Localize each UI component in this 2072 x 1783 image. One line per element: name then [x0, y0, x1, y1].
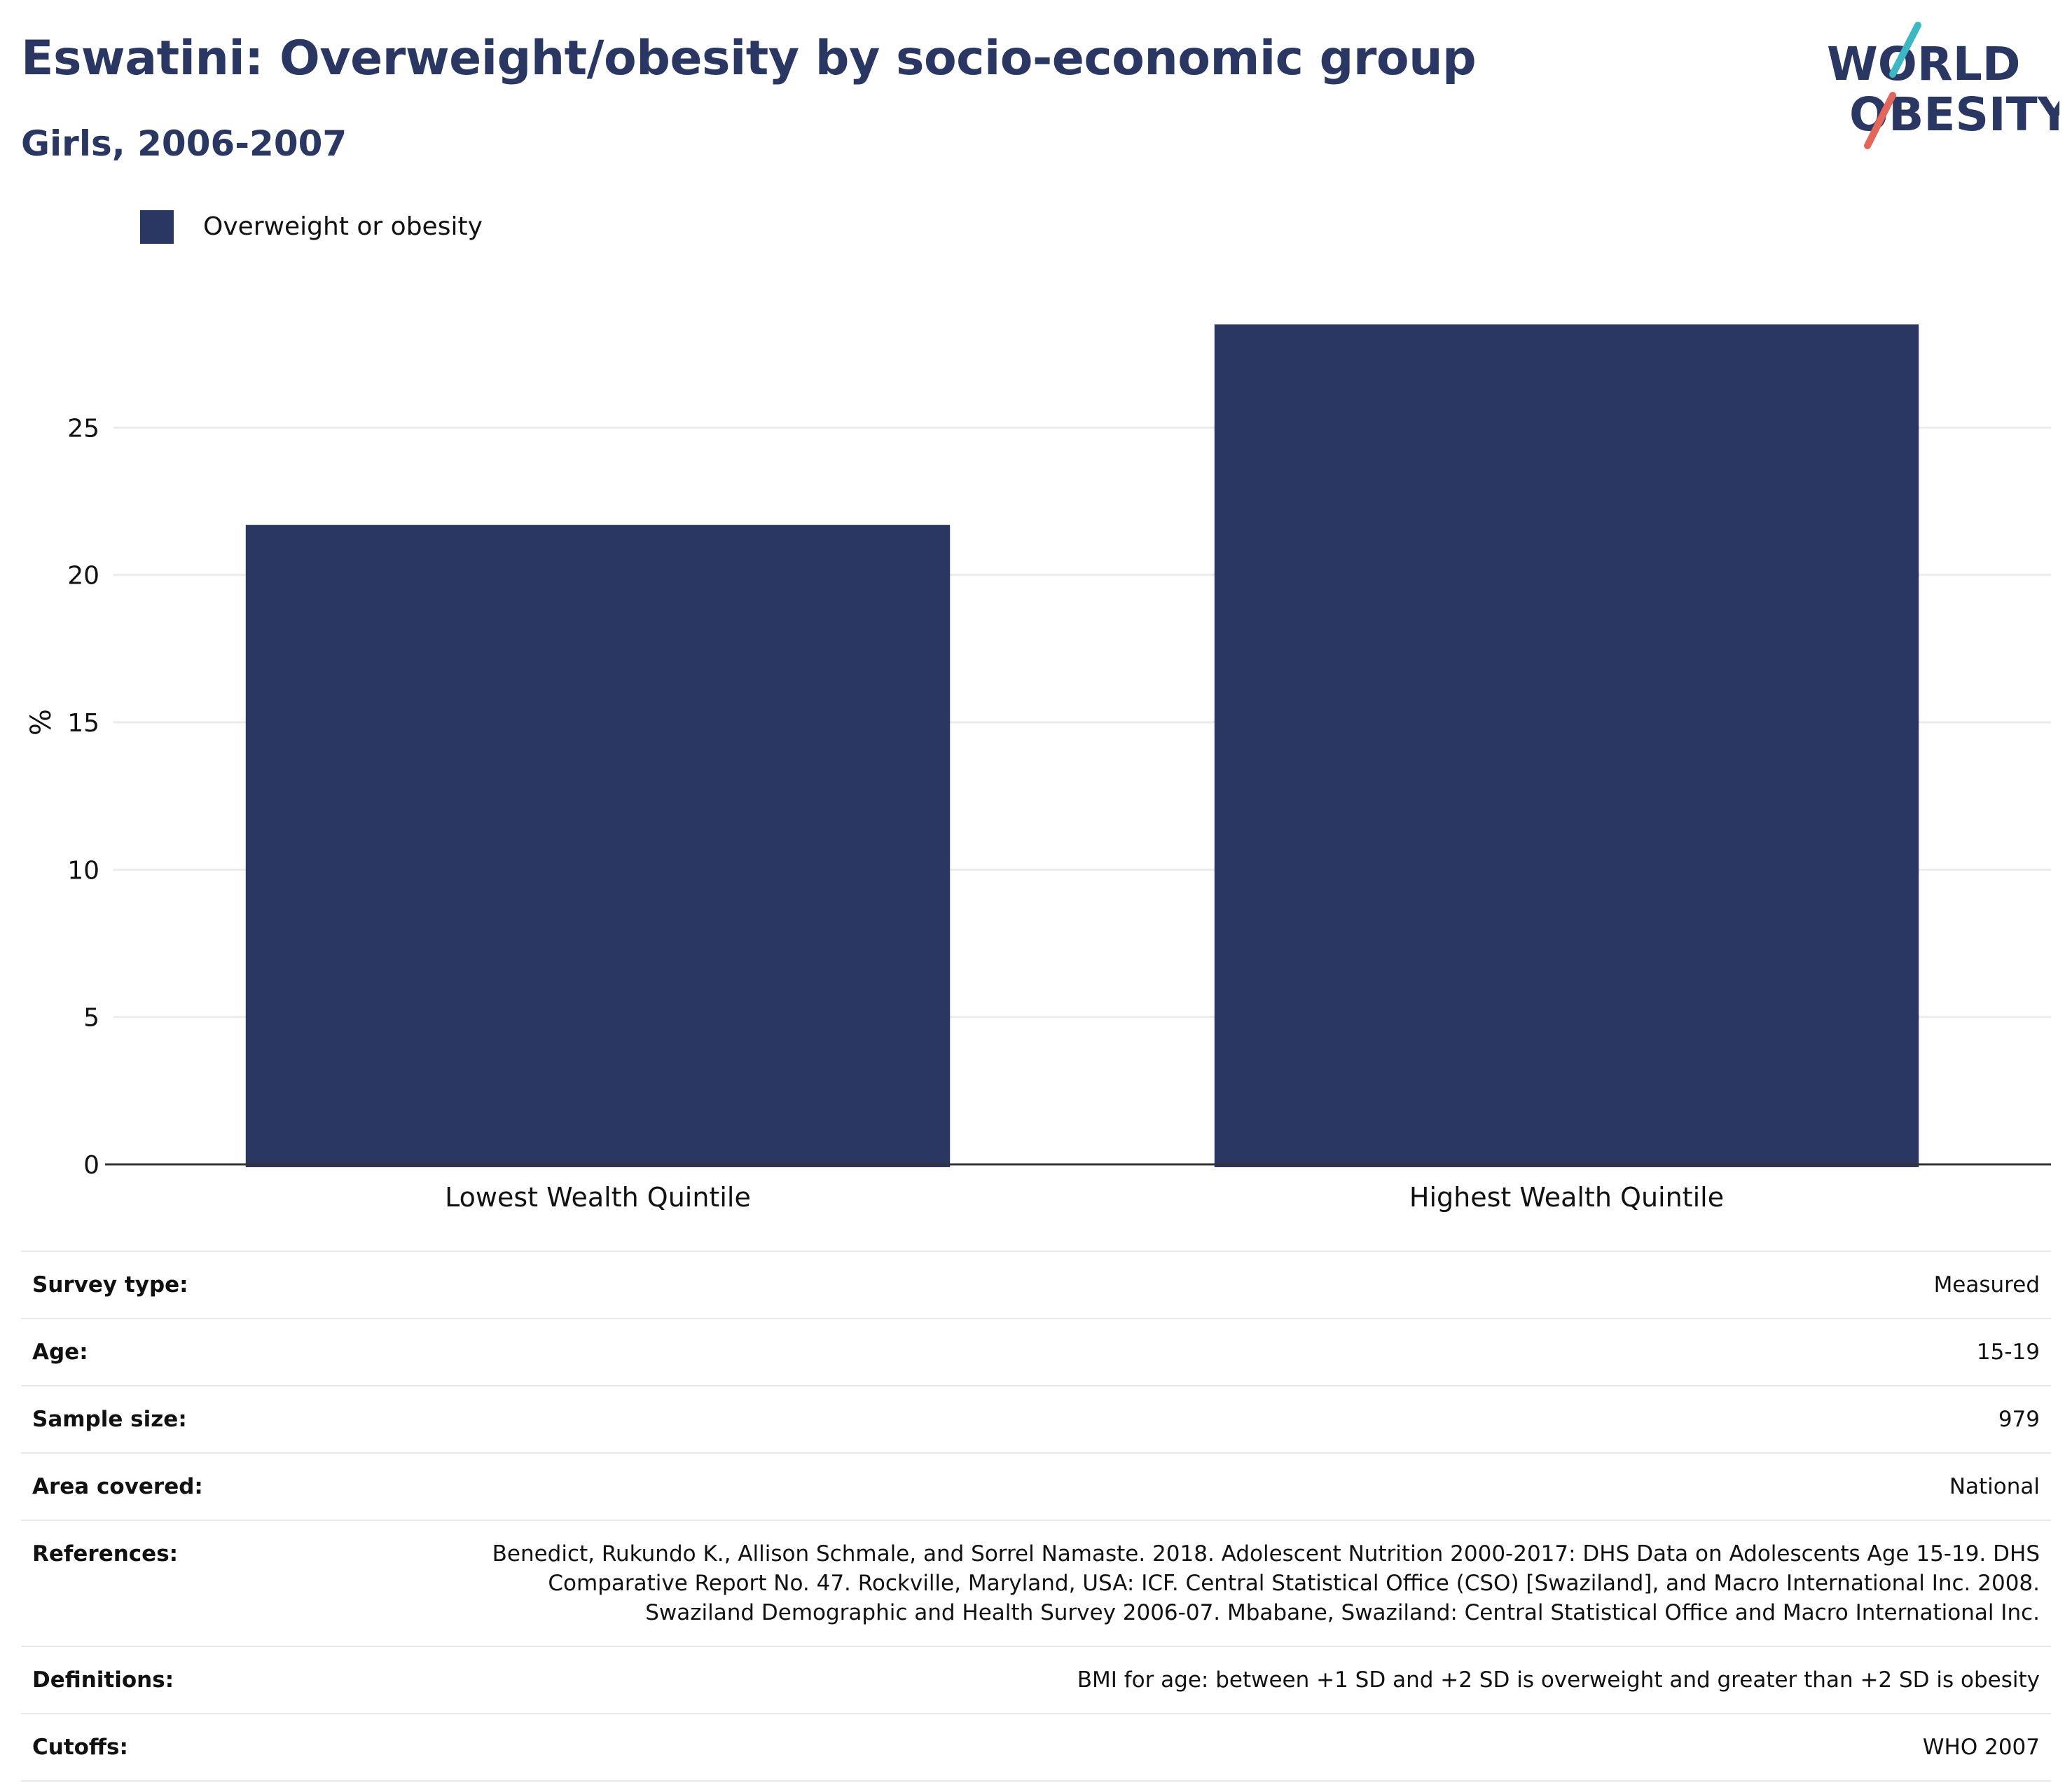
- bar-chart: 0 5 10 15 20 25% Lowest Wealth Quintile Highest…: [25, 324, 2051, 1213]
- metadata-label: Sample size:: [32, 1407, 187, 1432]
- y-tick-label: 10: [67, 856, 99, 885]
- y-tick-label: 25: [67, 414, 99, 443]
- legend-swatch: [140, 210, 174, 244]
- y-tick-label: 20: [67, 562, 99, 591]
- x-tick-label: Highest Wealth Quintile: [1409, 1182, 1724, 1213]
- world-obesity-logo: WORLD OBESITY: [1827, 22, 2059, 149]
- y-tick-label: 0: [83, 1151, 99, 1180]
- metadata-row: Age: 15-19: [21, 1319, 2051, 1386]
- metadata-label: Survey type:: [32, 1272, 188, 1297]
- metadata-value: Benedict, Rukundo K., Allison Schmale, a…: [492, 1541, 2040, 1625]
- y-axis-label: %: [25, 709, 57, 736]
- metadata-row: Definitions: BMI for age: between +1 SD a…: [21, 1646, 2051, 1714]
- metadata-label: Definitions:: [32, 1667, 174, 1693]
- metadata-value: 979: [1998, 1407, 2040, 1432]
- bar: [1214, 324, 1919, 1168]
- legend-label: Overweight or obesity: [203, 212, 483, 241]
- metadata-label: Area covered:: [32, 1474, 203, 1499]
- metadata-label: Age:: [32, 1340, 88, 1365]
- metadata-label: Cutoffs:: [32, 1735, 128, 1760]
- bar: [245, 525, 951, 1167]
- metadata-row: Area covered: National: [21, 1453, 2051, 1520]
- metadata-row: References: Benedict, Rukundo K., Allison…: [21, 1520, 2051, 1646]
- metadata-row: Survey type: Measured: [21, 1251, 2051, 1319]
- chart-title: Eswatini: Overweight/obesity by socio-ec…: [21, 31, 1477, 86]
- metadata-row: Cutoffs: WHO 2007: [21, 1714, 2051, 1781]
- metadata-value: 15-19: [1976, 1340, 2040, 1365]
- logo-slash-bottom: [1864, 92, 1896, 149]
- logo-slash-top: [1889, 22, 1921, 78]
- y-tick-label: 15: [67, 709, 99, 738]
- metadata-value: BMI for age: between +1 SD and +2 SD is …: [1077, 1667, 2040, 1693]
- metadata-row: Sample size: 979: [21, 1386, 2051, 1453]
- metadata-value: Measured: [1933, 1272, 2040, 1297]
- y-tick-label: 5: [83, 1004, 99, 1033]
- metadata-value: National: [1949, 1474, 2040, 1499]
- x-tick-label: Lowest Wealth Quintile: [445, 1182, 751, 1213]
- metadata-label: References:: [32, 1541, 179, 1567]
- logo-line1: WORLD: [1827, 37, 2021, 91]
- metadata-table: Survey type: Measured Age: 15-19 Sample size…: [21, 1251, 2051, 1782]
- metadata-value: WHO 2007: [1922, 1735, 2040, 1760]
- chart-subtitle: Girls, 2006-2007: [21, 123, 347, 164]
